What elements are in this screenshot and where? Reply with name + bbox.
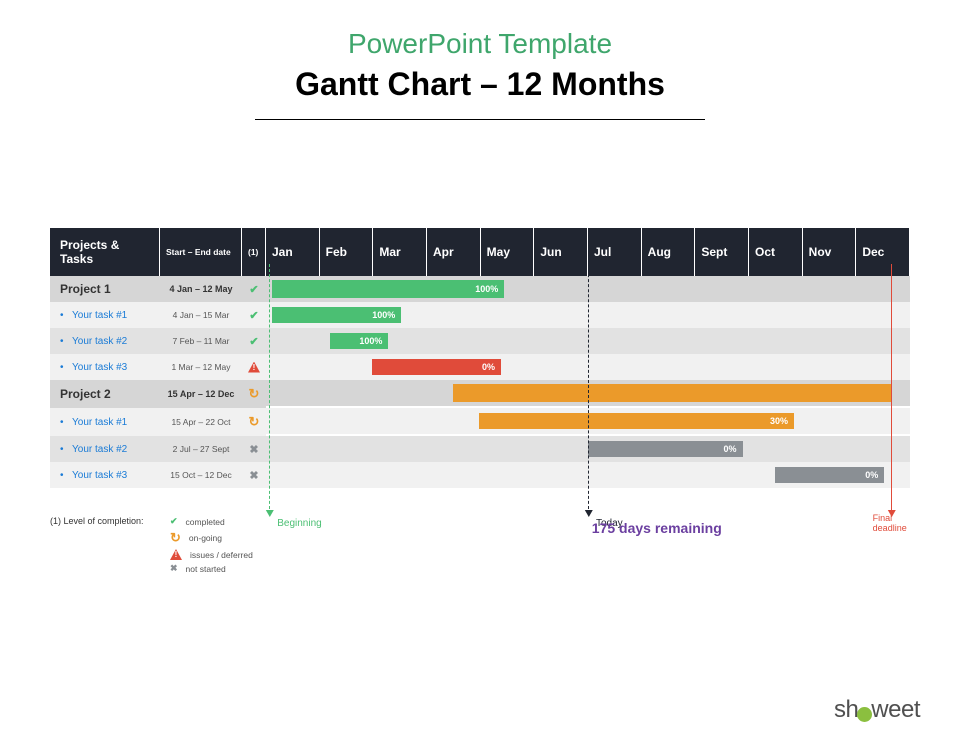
legend-item: completed [170,516,253,527]
col-header-month-10: Nov [803,228,857,276]
gantt-bar: 100% [272,280,504,298]
task-name: Your task #2 [50,328,160,354]
subtitle: PowerPoint Template [0,28,960,60]
status-cell [242,328,266,354]
marker-line-today [588,264,589,514]
title-divider [255,119,705,120]
col-header-month-3: Apr [427,228,481,276]
task-dates: 7 Feb – 11 Mar [160,328,242,354]
status-cell [242,302,266,328]
project-dates: 15 Apr – 12 Dec [160,380,242,408]
legend-label: not started [186,564,226,574]
legend-item: issues / deferred [170,549,253,560]
task-dates: 1 Mar – 12 May [160,354,242,380]
legend-label: completed [186,517,225,527]
task-name: Your task #3 [50,462,160,488]
col-header-month-9: Oct [749,228,803,276]
task-dates: 15 Oct – 12 Dec [160,462,242,488]
marker-arrow-beginning [266,510,274,517]
alert-icon [248,362,260,373]
col-header-month-8: Sept [695,228,749,276]
check-icon [249,309,258,322]
logo-dot-icon [857,707,872,722]
legend-item: not started [170,563,253,574]
col-header-month-6: Jul [588,228,642,276]
check-icon [249,283,258,296]
col-header-completion: (1) [242,228,266,276]
marker-line-deadline [891,264,892,514]
status-cell [242,436,266,462]
project-name: Project 2 [50,380,160,408]
col-header-month-1: Feb [320,228,374,276]
gantt-chart: Projects & TasksStart – End date(1)JanFe… [50,228,910,488]
alert-icon [170,549,182,560]
status-cell [242,462,266,488]
days-remaining: 175 days remaining [592,520,722,536]
status-cell [242,380,266,408]
col-header-month-2: Mar [373,228,427,276]
gantt-bar: 0% [775,467,884,483]
task-name: Your task #2 [50,436,160,462]
legend-label: issues / deferred [190,550,253,560]
task-name: Your task #1 [50,302,160,328]
x-icon [170,563,178,574]
col-header-month-7: Aug [642,228,696,276]
status-cell [242,354,266,380]
gantt-bar: 0% [588,441,743,457]
refresh-icon [249,386,260,402]
task-name: Your task #3 [50,354,160,380]
gantt-bar: 100% [330,333,388,349]
col-header-month-5: Jun [534,228,588,276]
col-header-month-11: Dec [856,228,910,276]
marker-label-beginning: Beginning [277,518,321,529]
x-icon [249,443,258,456]
refresh-icon [249,414,260,430]
task-dates: 2 Jul – 27 Sept [160,436,242,462]
legend: (1) Level of completion: completed on-goi… [50,516,253,577]
refresh-icon [170,530,181,546]
gantt-bar: 0% [372,359,501,375]
gantt-bar: 100% [272,307,401,323]
marker-line-beginning [269,264,270,514]
gantt-bar: 30% [479,413,795,429]
col-header-projects: Projects & Tasks [50,228,160,276]
check-icon [170,516,178,527]
legend-label: on-going [189,533,222,543]
gantt-bar [453,384,891,402]
col-header-dates: Start – End date [160,228,242,276]
legend-item: on-going [170,530,253,546]
main-title: Gantt Chart – 12 Months [0,66,960,103]
legend-title: (1) Level of completion: [50,516,144,526]
x-icon [249,469,258,482]
task-name: Your task #1 [50,408,160,436]
task-dates: 15 Apr – 22 Oct [160,408,242,436]
col-header-month-4: May [481,228,535,276]
marker-label-deadline: Final deadline [873,514,923,534]
status-cell [242,408,266,436]
status-cell [242,276,266,302]
project-dates: 4 Jan – 12 May [160,276,242,302]
col-header-month-0: Jan [266,228,320,276]
check-icon [249,335,258,348]
marker-arrow-today [585,510,593,517]
project-name: Project 1 [50,276,160,302]
task-dates: 4 Jan – 15 Mar [160,302,242,328]
